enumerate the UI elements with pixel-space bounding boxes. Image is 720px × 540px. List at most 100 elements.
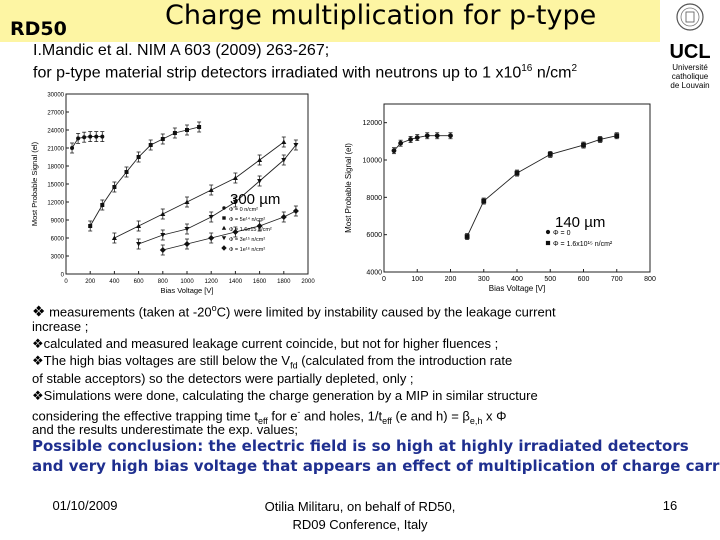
ucl-logo: UCL Université catholique de Louvain [669, 3, 711, 90]
data-point [391, 148, 397, 154]
chart-300um: 0 200 400 600 800 1000 1200 1400 1600 1800 2000 0 30… [30, 93, 315, 296]
legend-label: Φ = 1.6x10¹⁵ n/cm² [553, 241, 613, 248]
data-point [82, 135, 87, 140]
bullet-icon: ❖ [32, 353, 44, 368]
data-point [257, 157, 263, 162]
chart-140um: 0 100 200 300 400 500 600 700 800 4000 6000 8000 100… [344, 103, 656, 293]
x-tick-label: 400 [109, 279, 120, 285]
legend-marker [222, 206, 226, 210]
conclusion: Possible conclusion: the electric field … [32, 436, 720, 476]
bullet-icon: ❖ [32, 388, 44, 403]
x-tick-label: 0 [382, 276, 386, 283]
bullet-4: ❖Simulations were done, calculating the … [32, 388, 538, 403]
legend-marker [545, 229, 551, 235]
ucl-line-3: de Louvain [670, 81, 709, 90]
y-axis-label: Most Probable Signal (el) [30, 141, 39, 226]
x-axis-label: Bias Voltage [V] [161, 286, 214, 295]
title-bar [0, 0, 660, 42]
page-title: Charge multiplication for p-type [165, 0, 597, 31]
legend-label: Φ = 0 n/cm² [229, 207, 258, 213]
data-point [160, 211, 166, 216]
ucl-seal-icon [676, 3, 704, 31]
x-tick-label: 600 [134, 279, 145, 285]
rd50-logo: RD50 [10, 18, 67, 40]
y-tick-label: 8000 [366, 195, 382, 202]
x-tick-label: 0 [64, 279, 68, 285]
bullet-3: ❖The high bias voltages are still below … [32, 353, 513, 371]
data-point [124, 170, 129, 174]
y-tick-label: 6000 [366, 232, 382, 239]
data-point [184, 241, 190, 247]
x-tick-label: 100 [411, 276, 423, 283]
y-tick-label: 27000 [47, 111, 64, 117]
series-line [89, 126, 200, 227]
data-point [148, 143, 153, 147]
data-point [408, 137, 413, 142]
y-tick-label: 18000 [47, 165, 64, 171]
data-point [481, 198, 487, 204]
footer-date: 01/10/2009 [52, 498, 118, 513]
data-point [76, 136, 81, 141]
data-point [208, 235, 215, 241]
ucl-line-1: Université [672, 63, 708, 72]
data-point [197, 125, 202, 129]
y-tick-label: 30000 [47, 93, 64, 99]
reference-line-1: I.Mandic et al. NIM A 603 (2009) 263-267… [33, 42, 330, 59]
data-point [159, 247, 166, 253]
bullet-4-line-3: and the results underestimate the exp. v… [32, 422, 298, 437]
data-point [434, 133, 440, 139]
y-tick-label: 9000 [51, 219, 65, 225]
y-tick-label: 10000 [363, 158, 383, 165]
x-tick-label: 500 [544, 276, 556, 283]
y-axis-label: Most Probable Signal (el) [344, 143, 353, 233]
x-tick-label: 300 [478, 276, 490, 283]
footer-page-number: 16 [662, 498, 678, 513]
reference-unit-exponent: 2 [571, 63, 578, 74]
data-point [448, 133, 453, 139]
data-point [100, 134, 105, 139]
footer-author: Otilia Militaru, on behalf of RD50, RD09… [264, 499, 456, 532]
data-point [281, 139, 287, 144]
reference-unit: n/cm [532, 64, 572, 82]
data-point [136, 242, 142, 247]
bullet-icon: ❖ [32, 336, 44, 351]
data-point [424, 133, 430, 139]
bullet-2: ❖calculated and measured leakage current… [32, 336, 499, 351]
data-point [581, 142, 586, 148]
data-point [547, 152, 553, 157]
bullet-icon: ❖ [32, 303, 46, 321]
x-tick-label: 200 [445, 276, 457, 283]
x-tick-label: 1800 [277, 279, 291, 285]
bullet-1: ❖ measurements (taken at -20oC) were lim… [32, 303, 556, 321]
y-tick-label: 0 [61, 273, 65, 279]
x-tick-label: 2000 [301, 279, 315, 285]
y-tick-label: 12000 [363, 120, 383, 127]
data-point [292, 208, 299, 214]
series-line [114, 141, 285, 239]
ucl-name: UCL [669, 41, 710, 63]
reference-line-2: for p-type material strip detectors irra… [33, 63, 577, 82]
data-point [70, 146, 75, 150]
x-tick-label: 600 [578, 276, 590, 283]
ucl-line-2: catholique [672, 72, 709, 81]
data-point [398, 140, 404, 146]
data-point [160, 137, 165, 141]
data-point [232, 175, 238, 180]
y-tick-label: 21000 [47, 147, 64, 153]
data-point [185, 128, 189, 132]
data-point [464, 234, 470, 239]
x-tick-label: 1200 [205, 279, 219, 285]
legend-label: Φ = 5e¹⁴ n/cm² [229, 216, 265, 223]
bullet-1-line-2: increase ; [32, 319, 89, 334]
data-point [281, 158, 287, 163]
x-tick-label: 700 [611, 276, 623, 283]
data-point [100, 203, 105, 207]
legend-label: Φ = 1.6e15 n/cm² [229, 227, 272, 233]
legend-marker [221, 225, 227, 230]
data-point [614, 133, 620, 139]
legend-marker [221, 236, 227, 241]
bullet-4-line-2: considering the effective trapping time … [32, 407, 507, 426]
conclusion-line-2: and very high bias voltage that appears … [32, 457, 720, 475]
data-point [184, 199, 190, 204]
data-point [88, 134, 93, 139]
